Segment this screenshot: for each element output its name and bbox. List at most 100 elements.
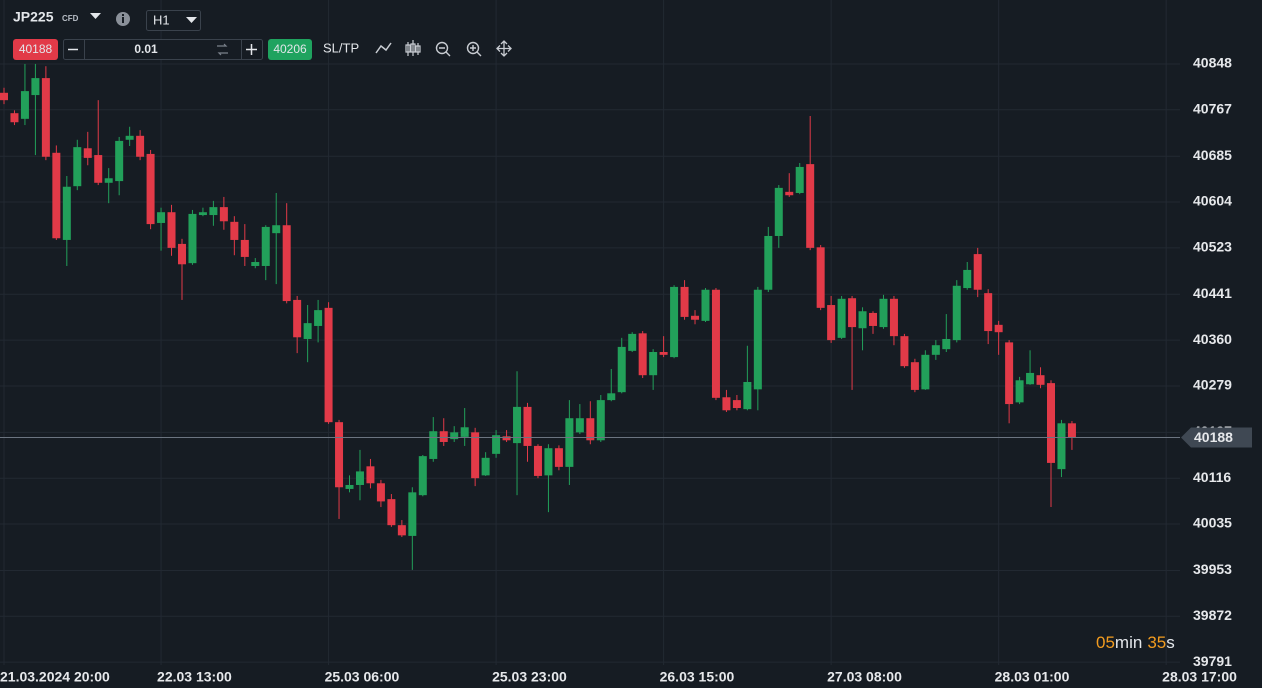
symbol-type: CFD [62,14,79,23]
countdown-min-unit: min [1115,633,1142,652]
lot-input[interactable] [63,39,263,60]
x-tick-label: 27.03 08:00 [827,669,902,685]
candle-body [1026,372,1035,385]
candle-body [219,207,228,222]
candle-body [659,351,668,355]
candle-body [586,418,595,441]
x-tick-label: 25.03 23:00 [492,669,567,685]
candle-body [816,247,825,308]
candle-body [617,346,626,393]
zoom-in-icon[interactable] [466,41,480,55]
candle-body [251,262,260,266]
y-tick-label: 40604 [1193,193,1232,209]
candle-body [157,212,166,223]
candle-body [41,78,50,157]
candle-body [649,351,658,376]
candle-body [303,323,312,339]
candle-body [198,212,207,216]
candle-body [900,336,909,367]
y-tick-label: 40441 [1193,285,1232,301]
candle-body [1005,342,1014,405]
toolbar[interactable]: JP225 CFD H1 40188 0.01 40206 SL/TP [13,9,512,60]
candle-body [408,492,417,536]
zoom-out-glyph [439,47,451,57]
candle-body [952,285,961,341]
candle-body [125,135,134,140]
candle-body [439,431,448,442]
y-tick-label: 40116 [1193,469,1231,485]
y-tick-label: 40767 [1193,100,1232,116]
candle-body [973,254,982,290]
candle-body [638,333,647,376]
candle-body [62,186,71,240]
candle-body [837,298,846,338]
candle-body [94,155,103,183]
countdown-sec-unit: s [1166,633,1175,652]
candle-body [230,221,239,240]
buy-button[interactable] [268,39,312,60]
candles-icon[interactable] [405,40,421,56]
y-tick-label: 39872 [1193,607,1232,623]
move-icon[interactable] [496,40,512,57]
candle-body [743,381,752,410]
x-tick-label: 26.03 15:00 [660,669,735,685]
zoom-in-glyph [470,45,482,57]
candle-body [115,140,124,182]
buy-price: 40206 [273,42,307,56]
candle-body [167,212,176,248]
countdown: 05min 35s [1096,633,1175,652]
x-tick-label: 25.03 06:00 [325,669,400,685]
timeframe-select[interactable] [146,10,201,31]
candle-body [450,432,459,440]
candle-body [136,135,145,157]
candle-body [52,152,61,239]
candle-body [1047,383,1055,463]
symbol[interactable]: JP225 [13,9,54,25]
candle-body [827,305,836,341]
y-tick-label: 40848 [1193,55,1232,71]
candle-body [533,445,542,476]
candle-body [795,166,804,193]
candle-body [785,191,794,196]
candle-body [282,225,291,302]
candle-body [335,422,344,488]
candle-body [492,435,501,454]
symbol-dropdown[interactable] [90,13,101,19]
countdown-minutes: 05 [1096,633,1115,652]
candle-body [753,289,762,390]
candle-body [1057,423,1066,470]
candle-body [481,457,490,476]
candle-body [513,406,522,444]
info-glyph [122,17,124,23]
plus-icon[interactable] [246,44,257,55]
candle-body [869,312,878,326]
y-tick-label: 40523 [1193,239,1232,255]
candle-body [764,235,773,290]
candle-body [240,239,249,257]
candle-body [607,393,616,401]
y-tick-label: 39791 [1193,653,1232,669]
candle-body [460,427,469,437]
candle-body [177,243,186,265]
zoom-out-icon[interactable] [435,41,449,55]
candle-body [418,456,427,496]
x-tick-label: 28.03 17:00 [1162,669,1237,685]
candle-body [1067,423,1076,438]
lot: 0.01 [134,42,158,56]
sl-tp[interactable]: SL/TP [323,40,359,55]
candle-body [554,448,563,467]
candle-body [544,448,553,476]
candle-body [429,431,438,459]
candle-body [471,432,480,479]
candle-body [774,187,783,236]
candle-body [691,315,700,320]
info-glyph [122,14,124,16]
sell-button[interactable] [13,39,58,60]
swap-icon[interactable] [217,43,228,56]
candle-body [523,406,532,446]
y-tick-label: 40035 [1193,515,1232,531]
line-chart-icon[interactable] [375,42,392,54]
y-tick-label: 39953 [1193,561,1232,577]
candle-body [104,178,113,183]
